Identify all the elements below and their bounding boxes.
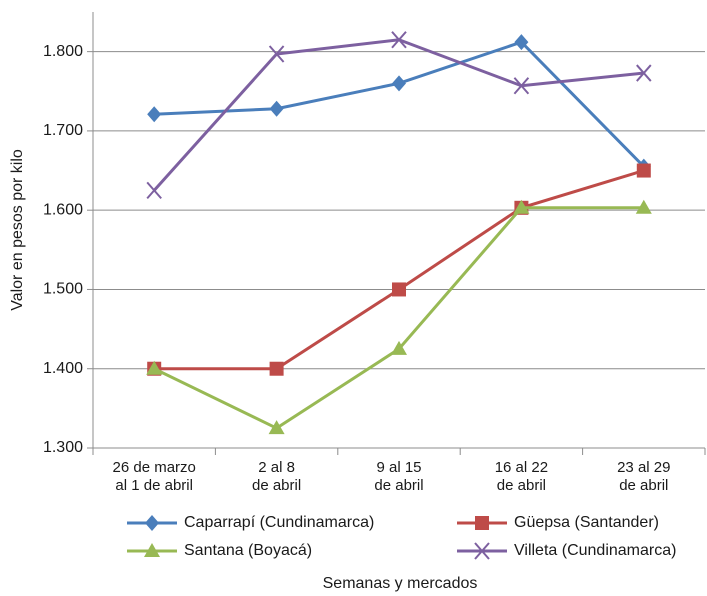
marker xyxy=(268,420,285,435)
series-line xyxy=(154,40,645,168)
marker xyxy=(514,34,529,51)
legend-label: Caparrapí (Cundinamarca) xyxy=(184,514,374,531)
marker xyxy=(391,31,407,49)
marker xyxy=(146,360,163,375)
x-tick-label: 9 al 15 xyxy=(376,459,421,476)
legend-label: Güepsa (Santander) xyxy=(514,514,659,531)
series-line xyxy=(153,38,644,192)
marker xyxy=(269,100,284,117)
series-line xyxy=(153,206,644,430)
y-tick-label: 1.500 xyxy=(43,281,83,298)
x-tick-label: de abril xyxy=(619,477,668,494)
y-tick-label: 1.600 xyxy=(43,201,83,218)
x-tick-label: 26 de marzo xyxy=(113,459,196,476)
marker xyxy=(513,199,530,214)
marker xyxy=(513,77,530,95)
y-tick-label: 1.800 xyxy=(43,43,83,60)
marker xyxy=(268,45,285,63)
marker xyxy=(474,542,490,560)
marker xyxy=(145,515,159,531)
marker xyxy=(391,340,407,355)
marker xyxy=(636,64,652,82)
marker xyxy=(635,199,652,214)
marker xyxy=(636,163,651,178)
x-tick-label: al 1 de abril xyxy=(115,477,193,494)
x-tick-label: 2 al 8 xyxy=(258,459,295,476)
y-tick-label: 1.300 xyxy=(43,439,83,456)
y-tick-label: 1.400 xyxy=(43,360,83,377)
marker xyxy=(269,361,284,376)
legend-item: Villeta (Cundinamarca) xyxy=(457,542,676,560)
legend-item: Güepsa (Santander) xyxy=(457,514,659,531)
marker xyxy=(475,516,489,530)
x-tick-label: 23 al 29 xyxy=(617,459,670,476)
marker xyxy=(146,181,162,200)
y-tick-label: 1.700 xyxy=(43,122,83,139)
x-tick-label: de abril xyxy=(252,477,301,494)
y-axis-title: Valor en pesos por kilo xyxy=(9,149,26,311)
x-tick-label: de abril xyxy=(497,477,546,494)
legend-label: Santana (Boyacá) xyxy=(184,542,312,559)
x-tick-label: 16 al 22 xyxy=(495,459,548,476)
marker xyxy=(147,106,162,123)
x-axis-title: Semanas y mercados xyxy=(323,575,478,592)
legend-label: Villeta (Cundinamarca) xyxy=(514,542,676,559)
x-tick-label: de abril xyxy=(374,477,423,494)
marker xyxy=(392,282,406,297)
marker xyxy=(144,543,160,557)
legend-item: Santana (Boyacá) xyxy=(127,542,312,559)
marker xyxy=(392,75,406,92)
legend-item: Caparrapí (Cundinamarca) xyxy=(127,514,374,531)
series-line xyxy=(154,169,645,371)
